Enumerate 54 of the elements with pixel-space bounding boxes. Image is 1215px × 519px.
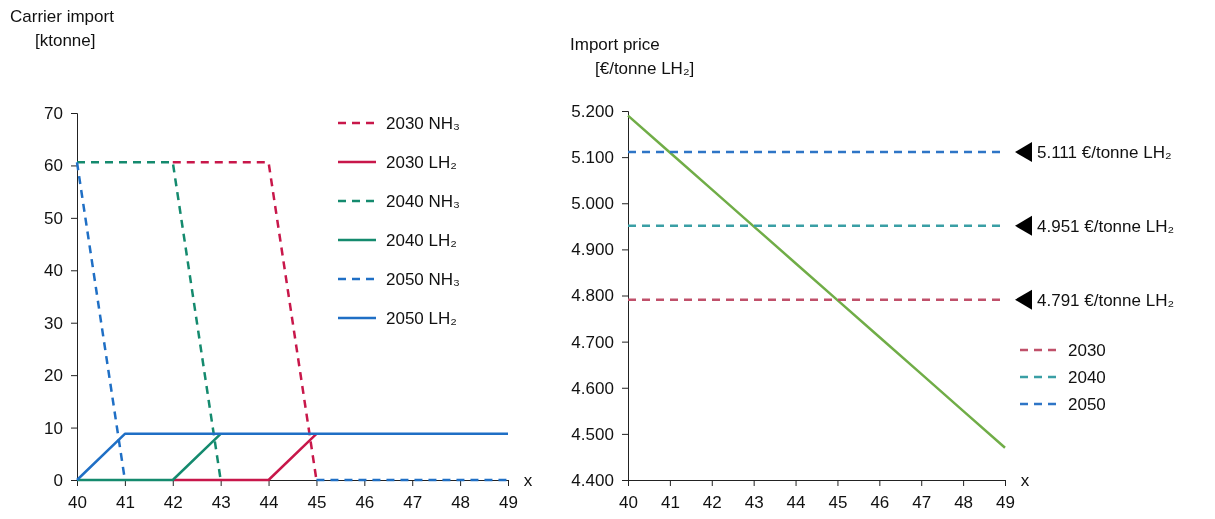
x-tick-label: 47 — [912, 492, 932, 512]
x-tick-label: 44 — [786, 492, 806, 512]
y-tick-label: 4.900 — [571, 240, 614, 260]
y-tick-label: 30 — [43, 313, 63, 333]
y-tick-label: 4.700 — [571, 332, 614, 352]
x-tick-label: 46 — [870, 492, 890, 512]
legend-label: 2050 NH₃ — [386, 270, 461, 289]
y-tick-label: 4.800 — [571, 286, 614, 306]
y-tick-label: 5.000 — [571, 194, 614, 214]
y-tick-label: 50 — [43, 208, 63, 228]
line-series — [626, 114, 1007, 449]
y-tick-label: 40 — [43, 261, 63, 281]
x-tick-label: 49 — [499, 492, 518, 512]
x-tick-label: 43 — [211, 492, 231, 512]
legend-label: 2030 LH₂ — [386, 153, 457, 172]
x-tick-label: 47 — [403, 492, 423, 512]
x-tick-label: 49 — [996, 492, 1015, 512]
x-tick-label: 44 — [259, 492, 279, 512]
y-axis-title: Carrier import [ktonne] — [10, 7, 115, 50]
y-tick-label: 5.200 — [571, 101, 614, 121]
legend-label: 2030 — [1068, 341, 1106, 360]
x-tick-label: 45 — [307, 492, 327, 512]
legend-label: 2050 LH₂ — [386, 309, 457, 328]
text: 5.111 €/tonne LH₂ — [1037, 143, 1172, 163]
x-tick-label: 40 — [68, 492, 87, 512]
x-tick-label: 48 — [954, 492, 974, 512]
legend-label: 2040 LH₂ — [386, 231, 457, 250]
x-tick-label: 43 — [744, 492, 764, 512]
x-tick-label: 45 — [828, 492, 848, 512]
y-tick-label: 4.600 — [571, 378, 614, 398]
legend-label: 2030 NH₃ — [386, 114, 461, 133]
y-tick-label: 4.500 — [571, 424, 614, 444]
x-axis-title: x — [1020, 471, 1030, 490]
legend-label: 2050 — [1068, 395, 1106, 414]
y-tick-label: 0 — [53, 470, 63, 490]
y-tick-label: 70 — [43, 103, 63, 123]
legend-label: 2040 NH₃ — [386, 192, 461, 211]
y-tick-label: 20 — [43, 366, 63, 386]
y-axis-title: Import price [€/tonne LH₂] — [570, 35, 695, 78]
x-tick-label: 41 — [660, 492, 680, 512]
x-tick-label: 48 — [451, 492, 471, 512]
y-tick-label: 60 — [43, 156, 63, 176]
y-tick-label: 10 — [43, 418, 63, 438]
x-tick-label: 41 — [115, 492, 135, 512]
y-tick-label: 4.400 — [571, 470, 614, 490]
legend-label: 2040 — [1068, 368, 1106, 387]
x-tick-label: 46 — [355, 492, 375, 512]
x-tick-label: 42 — [702, 492, 722, 512]
x-tick-label: 42 — [163, 492, 183, 512]
text: 4.791 €/tonne LH₂ — [1037, 290, 1175, 310]
x-tick-label: 40 — [619, 492, 638, 512]
y-tick-label: 5.100 — [571, 148, 614, 168]
text: 4.951 €/tonne LH₂ — [1037, 216, 1175, 236]
x-axis-title: x — [523, 471, 533, 490]
